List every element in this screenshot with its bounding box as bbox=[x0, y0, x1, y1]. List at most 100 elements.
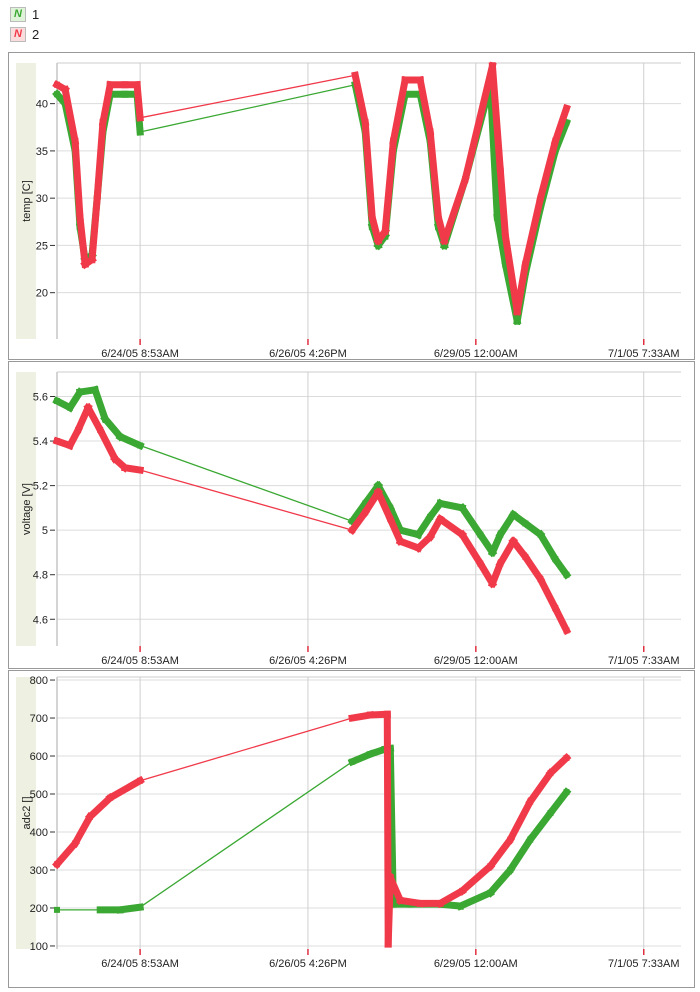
series-2-point bbox=[537, 195, 544, 202]
series-2-dense-segment bbox=[71, 137, 84, 221]
series-1-point bbox=[427, 513, 434, 520]
series-2-point bbox=[89, 256, 96, 263]
series-2-dense-segment bbox=[385, 872, 405, 905]
series-2-point bbox=[522, 553, 529, 560]
series-2-point bbox=[462, 176, 469, 183]
series-1-point bbox=[459, 504, 466, 511]
series-2-dense-segment bbox=[95, 425, 120, 464]
series-1-point bbox=[54, 397, 60, 404]
series-2-point bbox=[427, 533, 434, 540]
y-tick-label: 40 bbox=[36, 99, 48, 111]
series-2-dense-segment bbox=[501, 231, 522, 316]
series-1-point bbox=[487, 889, 494, 896]
series-1-point bbox=[54, 906, 60, 913]
series-2-point bbox=[352, 72, 359, 79]
series-2-point bbox=[527, 798, 534, 805]
series-2-point bbox=[349, 527, 356, 534]
series-2-point bbox=[417, 77, 424, 84]
series-2-point bbox=[54, 438, 60, 445]
series-1-dense-segment bbox=[485, 865, 516, 898]
series-1-point bbox=[349, 518, 356, 525]
series-1-point bbox=[552, 556, 559, 563]
series-1-point bbox=[510, 511, 517, 518]
legend-item-2[interactable]: N 2 bbox=[10, 24, 39, 44]
series-1-dense-segment bbox=[115, 431, 145, 451]
ylabel-band bbox=[16, 677, 36, 949]
series-1-point bbox=[494, 214, 501, 221]
series-2-point bbox=[397, 897, 404, 904]
series-2-dense-segment bbox=[88, 194, 101, 264]
series-2-point bbox=[563, 627, 570, 634]
series-2-point bbox=[385, 941, 392, 948]
series-2-point bbox=[437, 516, 444, 523]
series-2-point bbox=[387, 874, 394, 881]
series-1-point bbox=[507, 866, 514, 873]
y-tick-label: 300 bbox=[30, 865, 48, 877]
series-2-point bbox=[507, 836, 514, 843]
y-tick-label: 5 bbox=[42, 525, 48, 537]
y-tick-label: 400 bbox=[30, 827, 48, 839]
series-1-point bbox=[415, 531, 422, 538]
series-2-point bbox=[437, 900, 444, 907]
series-1-dense-segment bbox=[545, 787, 572, 818]
series-1-point bbox=[547, 810, 554, 816]
series-1-point bbox=[367, 751, 374, 758]
series-2-dense-segment bbox=[457, 529, 486, 569]
series-2-dense-segment bbox=[457, 861, 496, 896]
series-2-point bbox=[497, 166, 504, 173]
y-axis-label: adc2 [] bbox=[21, 796, 33, 829]
x-tick-label: 7/1/05 7:33AM bbox=[608, 348, 680, 359]
series-2-point bbox=[477, 560, 484, 567]
series-2-dense-segment bbox=[439, 174, 470, 246]
series-2-dense-segment bbox=[361, 118, 376, 221]
series-1-point bbox=[489, 549, 496, 556]
series-1-swatch-icon: N bbox=[10, 6, 26, 22]
series-2-point bbox=[362, 119, 369, 126]
series-2-point bbox=[459, 887, 466, 894]
series-2-dense-segment bbox=[525, 768, 556, 807]
series-2-dense-segment bbox=[389, 75, 410, 146]
series-2-swatch-icon: N bbox=[10, 26, 26, 42]
series-2-dense-segment bbox=[105, 775, 145, 803]
series-2-point bbox=[137, 114, 144, 121]
series-1-point bbox=[375, 482, 382, 489]
series-2-point bbox=[402, 77, 409, 84]
legend-item-1[interactable]: N 1 bbox=[10, 4, 39, 24]
series-2-dense-segment bbox=[513, 260, 530, 316]
series-1-dense-segment bbox=[525, 808, 556, 845]
series-2-dense-segment bbox=[488, 62, 505, 174]
y-tick-label: 5.4 bbox=[33, 436, 48, 448]
series-1-dense-segment bbox=[535, 529, 561, 564]
series-2-dense-segment bbox=[435, 514, 468, 540]
series-2-point bbox=[76, 214, 83, 221]
temp-chart: temp [C] 20 25 30 35 40 6/24/05 8:53AM 6/26/05 … bbox=[16, 61, 681, 359]
series-2-point bbox=[94, 195, 101, 202]
series-2-point bbox=[121, 81, 128, 88]
y-tick-label: 35 bbox=[36, 146, 48, 158]
y-tick-label: 600 bbox=[30, 751, 48, 763]
series-2-point bbox=[489, 62, 496, 69]
series-2-dense-segment bbox=[61, 85, 80, 146]
series-1-point bbox=[522, 520, 529, 527]
series-2-dense-segment bbox=[495, 536, 519, 569]
x-tick-label: 7/1/05 7:33AM bbox=[608, 958, 680, 970]
series-2-point bbox=[72, 138, 79, 145]
series-2-point bbox=[82, 261, 89, 268]
series-2-point bbox=[552, 605, 559, 612]
y-axis-label: temp [C] bbox=[21, 180, 33, 222]
series-2-dense-segment bbox=[496, 166, 510, 240]
x-tick-label: 6/24/05 8:53AM bbox=[101, 958, 179, 970]
adc2-chart-panel: adc2 [] 100 200 300 400 500 600 700 800 6/24/05 8… bbox=[8, 670, 695, 988]
series-1-point bbox=[375, 242, 382, 249]
series-1-point bbox=[137, 129, 144, 135]
series-1-point bbox=[102, 415, 109, 422]
series-2-dense-segment bbox=[550, 603, 572, 636]
series-1-point bbox=[387, 504, 394, 511]
series-1-dense-segment bbox=[493, 213, 510, 269]
adc2-chart: adc2 [] 100 200 300 400 500 600 700 800 6/24/05 8… bbox=[16, 675, 681, 970]
legend-label: 2 bbox=[32, 26, 40, 42]
series-1-point bbox=[397, 527, 404, 534]
y-axis-label: voltage [V] bbox=[21, 483, 33, 535]
series-1-point bbox=[537, 531, 544, 538]
x-tick-label: 6/29/05 12:00AM bbox=[434, 958, 518, 970]
